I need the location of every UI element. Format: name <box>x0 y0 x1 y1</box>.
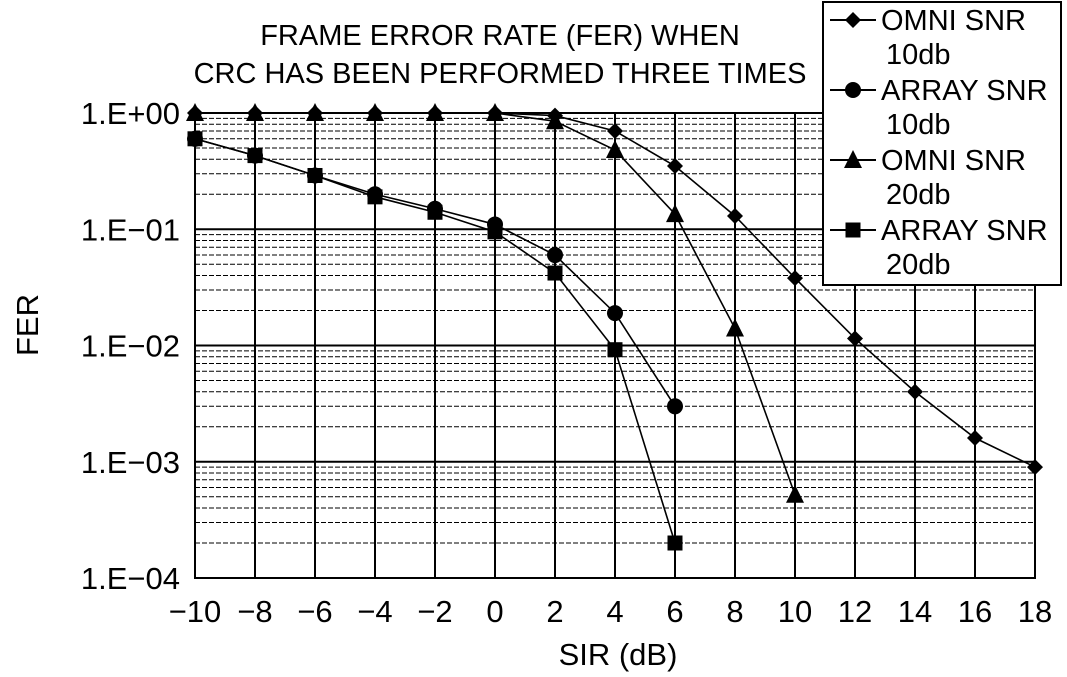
y-axis-tick-labels: 1.E+00 1.E−01 1.E−02 1.E−03 1.E−04 <box>81 96 180 596</box>
x-axis-label: SIR (dB) <box>559 637 678 672</box>
data-point <box>847 330 863 347</box>
data-point <box>607 305 623 322</box>
legend-label: OMNI SNR <box>881 145 1026 177</box>
x-tick-label: 2 <box>546 594 563 629</box>
plot-frame <box>194 112 1036 579</box>
legend-label: ARRAY SNR <box>881 215 1048 247</box>
data-point <box>187 131 203 147</box>
data-point <box>547 265 563 281</box>
x-tick-label: 18 <box>1018 594 1052 629</box>
data-point <box>487 224 503 240</box>
legend-marker <box>845 12 861 28</box>
x-tick-label: −6 <box>297 594 332 629</box>
x-tick-label: −8 <box>237 594 272 629</box>
chart-title: FRAME ERROR RATE (FER) WHEN CRC HAS BEEN… <box>194 20 807 90</box>
data-point <box>366 103 384 121</box>
x-tick-label: −4 <box>357 594 392 629</box>
x-tick-label: 12 <box>838 594 872 629</box>
data-point <box>246 103 264 121</box>
legend-label: 20db <box>886 179 951 211</box>
legend-box <box>822 1 1062 286</box>
x-tick-label: −10 <box>169 594 222 629</box>
y-tick-label: 1.E−04 <box>81 561 180 596</box>
data-point <box>967 430 983 447</box>
x-tick-label: 14 <box>898 594 932 629</box>
y-tick-label: 1.E−02 <box>81 329 180 364</box>
data-point <box>726 318 744 337</box>
data-point <box>1027 459 1043 476</box>
legend-marker <box>845 82 861 98</box>
data-point <box>247 148 263 164</box>
data-point <box>367 189 383 205</box>
data-point <box>427 204 443 220</box>
chart-title-line-1: FRAME ERROR RATE (FER) WHEN <box>260 20 740 52</box>
legend-label: 20db <box>886 249 951 281</box>
data-point <box>667 398 683 415</box>
data-point <box>486 103 504 121</box>
legend-marker <box>845 222 861 238</box>
legend-marker <box>844 150 862 168</box>
y-tick-label: 1.E+00 <box>81 96 180 131</box>
data-series <box>186 103 1043 551</box>
data-point <box>907 383 923 400</box>
y-axis-label: FER <box>10 294 45 356</box>
series-4 <box>187 131 683 551</box>
series-3 <box>186 103 804 503</box>
y-tick-label: 1.E−03 <box>81 445 180 480</box>
x-tick-label: 16 <box>958 594 992 629</box>
legend-label: 10db <box>886 39 951 71</box>
data-point <box>667 535 683 551</box>
legend-label: 10db <box>886 109 951 141</box>
data-point <box>607 123 623 140</box>
x-tick-label: −2 <box>417 594 452 629</box>
data-point <box>306 103 324 121</box>
data-point <box>307 167 323 183</box>
data-point <box>727 208 743 225</box>
data-point <box>546 111 564 130</box>
x-tick-label: 8 <box>726 594 743 629</box>
x-axis-tick-labels: −10 −8 −6 −4 −2 0 2 4 6 8 10 12 14 16 18 <box>169 594 1053 629</box>
y-tick-label: 1.E−01 <box>81 212 180 247</box>
legend-label: OMNI SNR <box>881 5 1026 37</box>
data-point <box>786 484 804 503</box>
x-tick-label: 6 <box>666 594 683 629</box>
data-point <box>607 342 623 358</box>
chart-title-line-2: CRC HAS BEEN PERFORMED THREE TIMES <box>194 58 807 90</box>
data-point <box>667 158 683 175</box>
x-tick-label: 4 <box>606 594 623 629</box>
legend-label: ARRAY SNR <box>881 75 1048 107</box>
x-tick-label: 0 <box>486 594 503 629</box>
data-point <box>787 270 803 287</box>
x-tick-label: 10 <box>778 594 812 629</box>
data-point <box>606 140 624 159</box>
data-point <box>426 103 444 121</box>
data-point <box>547 247 563 264</box>
data-point <box>186 103 204 121</box>
data-point <box>666 204 684 223</box>
